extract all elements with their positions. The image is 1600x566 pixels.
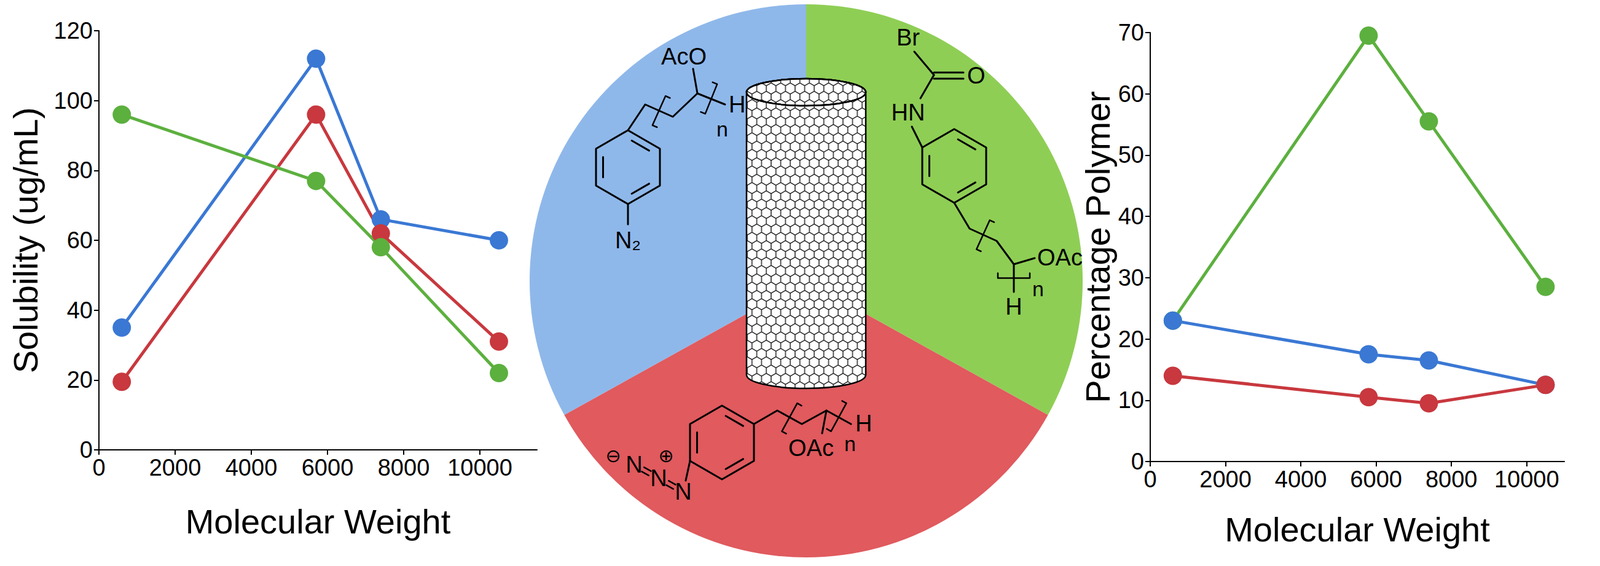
svg-text:H: H bbox=[1005, 293, 1022, 320]
svg-text:Molecular Weight: Molecular Weight bbox=[1224, 509, 1491, 549]
svg-text:Percentage Polymer: Percentage Polymer bbox=[1078, 90, 1118, 403]
svg-text:6000: 6000 bbox=[1349, 466, 1403, 493]
svg-text:40: 40 bbox=[1118, 203, 1145, 230]
svg-text:70: 70 bbox=[1118, 19, 1145, 46]
svg-text:10: 10 bbox=[1118, 387, 1145, 413]
svg-text:100: 100 bbox=[54, 87, 93, 114]
svg-text:80: 80 bbox=[66, 157, 93, 184]
svg-text:N: N bbox=[650, 465, 667, 491]
svg-text:Solubility (ug/mL): Solubility (ug/mL) bbox=[6, 107, 45, 374]
svg-text:10000: 10000 bbox=[447, 454, 513, 481]
svg-text:60: 60 bbox=[66, 227, 93, 254]
svg-text:⊕: ⊕ bbox=[658, 445, 674, 466]
svg-text:n: n bbox=[1032, 277, 1044, 301]
svg-text:10000: 10000 bbox=[1494, 466, 1560, 493]
svg-text:8000: 8000 bbox=[377, 454, 431, 481]
svg-text:2000: 2000 bbox=[1199, 466, 1252, 493]
svg-text:4000: 4000 bbox=[1274, 466, 1328, 493]
svg-text:n: n bbox=[716, 117, 729, 141]
svg-text:OAc: OAc bbox=[788, 435, 834, 461]
svg-text:AcO: AcO bbox=[661, 43, 707, 70]
svg-text:0: 0 bbox=[92, 454, 106, 481]
svg-text:HN: HN bbox=[891, 99, 926, 126]
svg-text:O: O bbox=[967, 62, 986, 89]
svg-text:0: 0 bbox=[79, 436, 93, 463]
svg-text:⊖: ⊖ bbox=[605, 445, 621, 466]
svg-text:8000: 8000 bbox=[1425, 466, 1478, 493]
svg-text:60: 60 bbox=[1118, 81, 1145, 107]
svg-text:H: H bbox=[855, 410, 872, 437]
svg-text:30: 30 bbox=[1118, 264, 1145, 291]
svg-text:20: 20 bbox=[66, 366, 93, 393]
svg-text:6000: 6000 bbox=[301, 454, 354, 481]
svg-text:50: 50 bbox=[1118, 141, 1145, 168]
svg-text:0: 0 bbox=[1131, 448, 1145, 475]
svg-text:40: 40 bbox=[66, 297, 93, 324]
svg-text:4000: 4000 bbox=[225, 454, 278, 481]
svg-text:Molecular Weight: Molecular Weight bbox=[185, 501, 451, 541]
svg-text:2000: 2000 bbox=[149, 454, 202, 481]
svg-text:0: 0 bbox=[1143, 466, 1157, 493]
svg-text:20: 20 bbox=[1118, 326, 1145, 353]
svg-text:N: N bbox=[625, 451, 643, 478]
svg-text:120: 120 bbox=[54, 17, 93, 44]
svg-text:N: N bbox=[674, 478, 692, 505]
svg-text:Br: Br bbox=[896, 24, 920, 51]
svg-text:OAc: OAc bbox=[1037, 244, 1083, 271]
svg-text:n: n bbox=[844, 431, 856, 456]
svg-text:N₂: N₂ bbox=[615, 227, 641, 254]
svg-text:H: H bbox=[728, 91, 746, 118]
